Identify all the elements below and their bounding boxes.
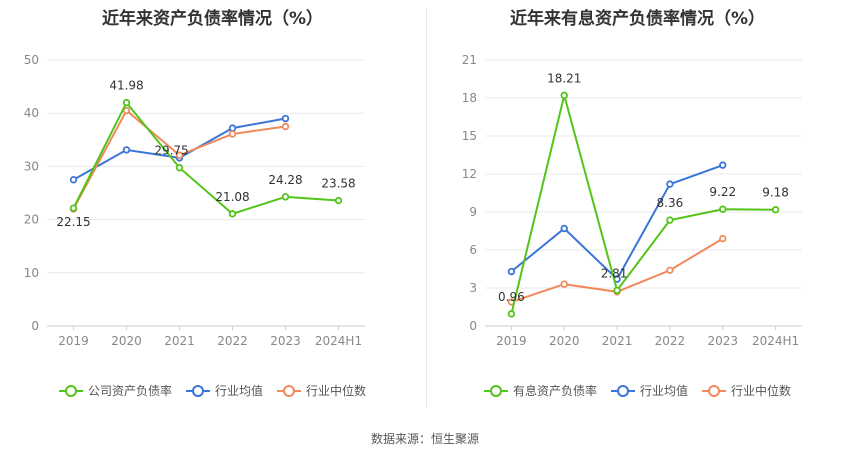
chart-legend: 有息资产负债率 行业均值 行业中位数 [425,382,850,399]
legend-marker [702,384,726,397]
data-label: 0.96 [498,290,525,304]
data-label: 21.08 [215,190,249,204]
data-point-avg [69,175,78,184]
x-tick-label: 2019 [58,334,89,348]
legend-marker [185,384,210,397]
data-point-median [666,266,674,274]
data-label: 23.58 [321,177,355,191]
y-tick-label: 3 [469,281,477,295]
y-tick-label: 0 [469,319,477,333]
y-tick-label: 40 [24,106,39,120]
x-tick-label: 2020 [111,334,142,348]
x-tick-label: 2023 [270,334,301,348]
data-point-avg [228,124,237,132]
chart-legend: 公司资产负债率 行业均值 行业中位数 [0,382,425,399]
data-point-company [613,286,621,295]
data-point-company [175,164,184,172]
legend-label: 行业中位数 [306,384,367,398]
legend-item-avg[interactable]: 行业均值 [185,382,263,399]
data-point-median [560,280,568,288]
y-tick-label: 18 [462,91,477,105]
legend-marker [58,384,83,397]
chart-panel-debt-ratio: 近年来资产负债率情况（%） 0 10 20 30 40 50 2019 2020 2021 202… [0,0,425,420]
data-point-median [228,130,237,138]
chart-panel-interest-debt-ratio: 近年来有息资产负债率情况（%） 0 3 6 9 12 15 18 21 2019 2020 2021… [425,0,850,420]
legend-marker [277,384,301,397]
data-point-median [281,122,290,131]
data-label: 18.21 [547,71,581,85]
legend-item-median[interactable]: 行业中位数 [702,382,791,399]
x-tick-label: 2024H1 [315,334,362,348]
y-tick-label: 12 [462,167,477,181]
legend-item-avg[interactable]: 行业均值 [610,382,688,399]
series-line-company [72,100,339,215]
data-label: 24.28 [268,173,302,187]
x-tick-label: 2023 [707,334,738,348]
panel-divider [426,8,427,408]
legend-label: 行业均值 [214,384,263,398]
chart-plot-debt-ratio: 0 10 20 30 40 50 2019 2020 2021 2022 2023 2024H1 22.… [24,53,365,348]
data-point-avg [719,161,727,169]
x-tick-label: 2020 [549,334,580,348]
data-source-footer: 数据来源：恒生聚源 [370,432,479,446]
legend-marker [483,384,508,397]
y-tick-label: 21 [462,53,477,67]
data-point-company [122,98,131,107]
legend-item-median[interactable]: 行业中位数 [277,382,366,399]
y-tick-label: 6 [469,243,477,257]
data-point-company [507,310,516,318]
data-point-median [175,151,184,159]
legend-label: 行业中位数 [731,384,792,398]
data-point-company [334,196,343,205]
data-point-avg [507,267,516,276]
x-tick-label: 2022 [655,334,686,348]
data-point-company [666,216,674,224]
data-point-company [228,210,237,218]
legend-item-company[interactable]: 公司资产负债率 [58,382,172,399]
data-point-company [69,204,78,212]
data-label: 22.15 [56,215,90,229]
x-tick-label: 2019 [496,334,527,348]
chart-title: 近年来资产负债率情况（%） [101,9,324,29]
x-tick-label: 2021 [164,334,195,348]
chart-plot-interest-debt-ratio: 0 3 6 9 12 15 18 21 2019 2020 2021 2022 2023 2024H1 0.… [462,53,802,348]
legend-label: 有息资产负债率 [512,384,597,398]
y-tick-label: 10 [24,266,39,280]
data-point-avg [281,114,290,123]
data-point-company [719,205,727,213]
chart-title: 近年来有息资产负债率情况（%） [509,9,766,29]
data-label: 9.22 [709,185,736,199]
data-point-company [281,193,290,201]
y-tick-label: 9 [469,205,477,219]
data-label: 41.98 [109,79,143,93]
data-label: 2.81 [601,266,628,280]
data-label: 8.36 [657,196,684,210]
data-point-company [560,91,568,100]
legend-item-company[interactable]: 有息资产负债率 [483,382,597,399]
series-line-company [510,95,776,315]
x-tick-label: 2021 [602,334,633,348]
y-tick-label: 50 [24,53,39,67]
data-point-median [122,106,131,115]
legend-label: 公司资产负债率 [87,384,172,398]
data-label: 9.18 [762,186,789,200]
y-tick-label: 15 [462,129,477,143]
data-point-median [719,234,727,243]
data-point-company [771,206,780,214]
data-label: 29.75 [154,144,188,158]
legend-label: 行业均值 [639,384,688,398]
data-point-avg [122,146,131,154]
data-point-avg [666,180,674,188]
y-tick-label: 0 [31,319,39,333]
y-tick-label: 30 [24,159,39,173]
y-tick-label: 20 [24,213,39,227]
data-point-avg [560,224,568,233]
x-tick-label: 2022 [217,334,248,348]
x-tick-label: 2024H1 [752,334,799,348]
legend-marker [610,384,635,397]
